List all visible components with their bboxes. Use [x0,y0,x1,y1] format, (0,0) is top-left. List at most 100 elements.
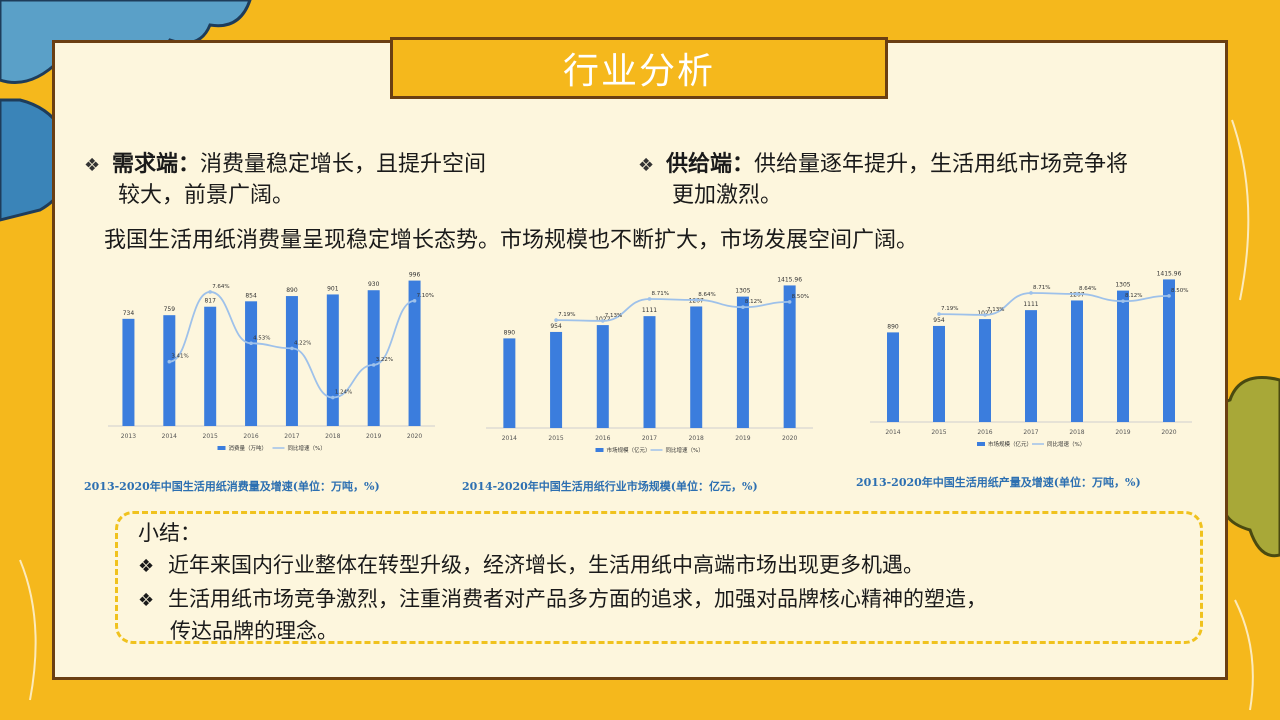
growth-point [371,363,376,367]
growth-value-label: 8.50% [792,294,809,300]
growth-point [647,297,652,301]
growth-point [937,312,941,316]
summary-item-text-cont: 传达品牌的理念。 [170,619,338,643]
bar-value-label: 890 [504,329,516,336]
bar [690,306,703,428]
bar-value-label: 901 [327,285,339,292]
bar-value-label: 996 [409,272,421,279]
demand-text-cont: 较大，前景广阔。 [118,183,295,208]
bar [285,296,298,426]
growth-value-label: 3.41% [171,354,188,360]
bar [550,331,563,428]
demand-point: ❖ 需求端：消费量稳定增长，且提升空间 较大，前景广阔。 [84,150,604,211]
bar-value-label: 890 [887,323,899,330]
growth-line [556,298,790,322]
bar-value-label: 854 [245,292,257,299]
bar [367,290,380,426]
bar [736,296,749,428]
swirl-lines [19,119,1254,711]
bar-value-label: 1415.96 [777,276,802,283]
consumption-chart: 734 2013 759 2014 817 2015 854 2016 890 2017 901 20… [108,272,435,452]
growth-point [412,299,417,303]
bar [1163,279,1175,422]
title-banner: 行业分析 [390,37,888,99]
bar-value-label: 954 [550,323,562,330]
x-tick-label: 2016 [595,435,610,442]
chart-caption-market: 2014-2020年中国生活用纸行业市场规模(单位：亿元，%) [462,480,758,493]
bar [1071,300,1083,422]
demand-label: 需求端： [112,152,201,177]
x-tick-label: 2014 [162,433,177,440]
growth-point [249,341,253,346]
supply-point: ❖ 供给端：供给量逐年提升，生活用纸市场竞争将 更加激烈。 [638,150,1238,211]
bar-value-label: 1415.96 [1157,270,1182,277]
bar-value-label: 954 [933,317,945,324]
supply-label: 供给端： [666,152,755,177]
growth-point [983,313,987,317]
legend-line-label: 同比增速（%） [666,446,704,454]
bar-value-label: 817 [204,298,216,305]
growth-value-label: 8.71% [652,291,669,297]
growth-value-label: 1.24% [335,390,352,396]
growth-value-label: 7.64% [212,284,229,290]
x-tick-label: 2015 [548,435,563,442]
supply-text-cont: 更加激烈。 [672,183,783,208]
growth-point [741,305,745,309]
growth-point [787,300,792,304]
summary-box [115,511,1203,644]
diamond-bullet-icon: ❖ [84,155,101,176]
bar [408,280,421,426]
diamond-bullet-icon: ❖ [638,155,655,176]
bar [503,338,516,428]
intro-text: 我国生活用纸消费量呈现稳定增长态势。市场规模也不断扩大，市场发展空间广阔。 [104,228,919,253]
bar [204,306,217,426]
bar-value-label: 1305 [735,288,750,295]
bar [1117,290,1129,422]
x-tick-label: 2018 [325,433,340,440]
growth-point [1075,292,1079,296]
growth-point [600,319,605,323]
growth-line [938,292,1170,316]
x-tick-label: 2018 [1069,429,1084,436]
bar-value-label: 759 [164,306,176,313]
diamond-bullet-icon: ❖ [138,590,155,611]
x-tick-label: 2016 [977,429,992,436]
bar [245,301,258,426]
x-tick-label: 2015 [931,429,946,436]
bar [1025,310,1037,422]
legend-line-label: 同比增速（%） [1047,440,1085,448]
page-title: 行业分析 [562,51,715,92]
growth-point [1121,299,1125,303]
growth-point [290,346,294,351]
bar [887,332,899,422]
bar-value-label: 1305 [1115,282,1130,289]
bar [596,325,609,428]
growth-value-label: 8.12% [1125,293,1142,299]
bar [979,319,991,422]
growth-point [167,359,172,364]
bar-value-label: 890 [286,287,298,294]
growth-value-label: 8.64% [698,292,715,298]
bar-value-label: 1111 [642,307,657,314]
legend-bar-label: 市场规模（亿元） [988,440,1032,448]
growth-value-label: 4.22% [294,340,311,346]
supply-text: 供给量逐年提升，生活用纸市场竞争将 [754,152,1129,177]
x-tick-label: 2019 [366,433,381,440]
growth-value-label: 8.64% [1079,286,1096,292]
growth-point [208,290,212,294]
growth-value-label: 7.13% [987,307,1004,313]
growth-value-label: 3.22% [376,357,393,363]
bar-value-label: 1111 [1023,301,1038,308]
x-tick-label: 2020 [407,433,422,440]
growth-value-label: 8.12% [745,299,762,305]
bar [326,294,339,426]
summary-item-text: 近年来国内行业整体在转型升级，经济增长，生活用纸中高端市场出现更多机遇。 [168,553,924,577]
x-tick-label: 2014 [885,429,900,436]
growth-point [694,298,699,302]
market-size-chart: 8902014954201510222016111120171207201813… [486,276,813,454]
demand-text: 消费量稳定增长，且提升空间 [200,152,487,177]
growth-value-label: 7.19% [558,312,575,318]
chart-caption-production: 2013-2020年中国生活用纸产量及增速(单位：万吨，%) [856,476,1141,489]
bar-value-label: 930 [368,281,380,288]
bar [933,325,945,422]
